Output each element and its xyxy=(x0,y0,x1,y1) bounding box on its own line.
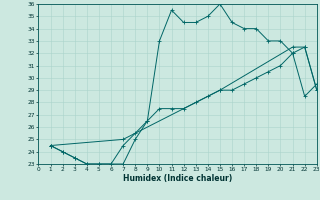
X-axis label: Humidex (Indice chaleur): Humidex (Indice chaleur) xyxy=(123,174,232,183)
